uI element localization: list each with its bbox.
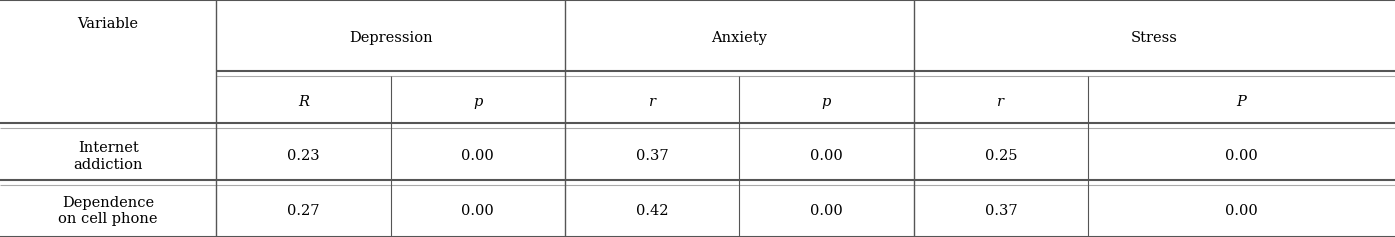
Text: 0.00: 0.00 xyxy=(1225,204,1258,218)
Text: 0.00: 0.00 xyxy=(810,204,843,218)
Text: Stress: Stress xyxy=(1131,31,1177,45)
Text: P: P xyxy=(1236,95,1247,109)
Text: 0.37: 0.37 xyxy=(636,149,668,164)
Text: 0.00: 0.00 xyxy=(462,149,494,164)
Text: r: r xyxy=(997,95,1004,109)
Text: Internet
addiction: Internet addiction xyxy=(74,141,142,172)
Text: 0.42: 0.42 xyxy=(636,204,668,218)
Text: Anxiety: Anxiety xyxy=(711,31,767,45)
Text: r: r xyxy=(649,95,656,109)
Text: 0.00: 0.00 xyxy=(1225,149,1258,164)
Text: 0.27: 0.27 xyxy=(287,204,319,218)
Text: 0.00: 0.00 xyxy=(810,149,843,164)
Text: 0.23: 0.23 xyxy=(287,149,319,164)
Text: 0.25: 0.25 xyxy=(985,149,1017,164)
Text: R: R xyxy=(299,95,308,109)
Text: Depression: Depression xyxy=(349,31,432,45)
Text: Variable: Variable xyxy=(78,17,138,31)
Text: 0.00: 0.00 xyxy=(462,204,494,218)
Text: p: p xyxy=(822,95,831,109)
Text: p: p xyxy=(473,95,483,109)
Text: Dependence
on cell phone: Dependence on cell phone xyxy=(59,196,158,226)
Text: 0.37: 0.37 xyxy=(985,204,1017,218)
